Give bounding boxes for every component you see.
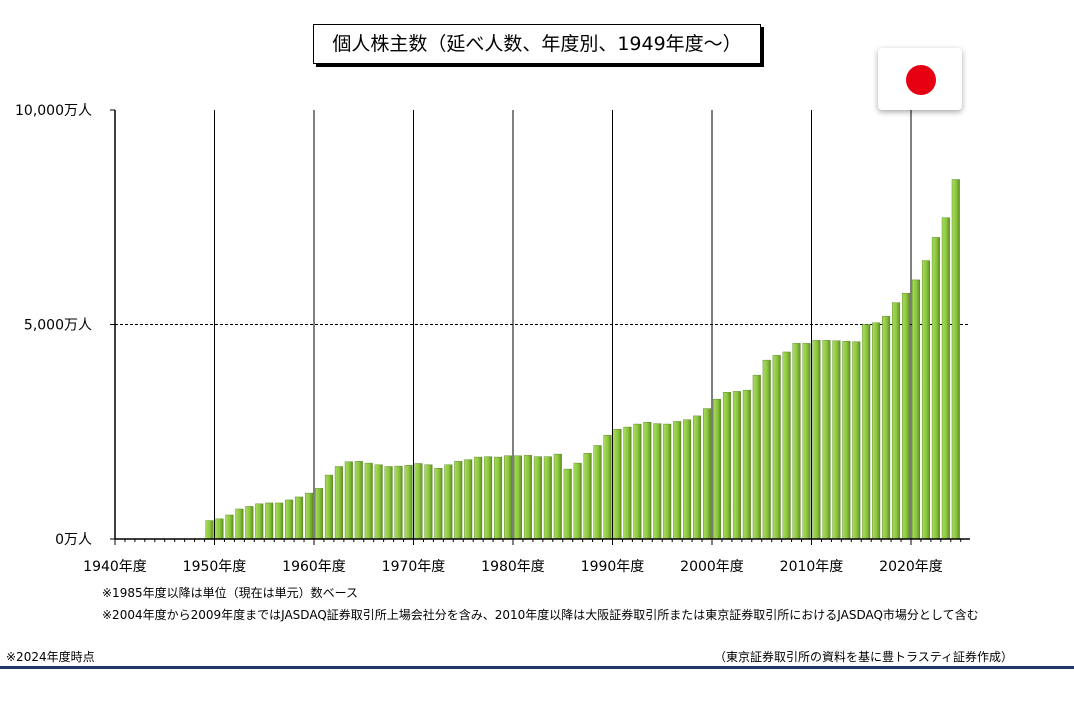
bar-2016: [872, 322, 881, 540]
bar-1997: [683, 419, 692, 540]
bar-1986: [573, 462, 582, 540]
bar-1987: [583, 453, 592, 540]
bar-2005: [762, 359, 771, 540]
bar-1955: [265, 502, 274, 540]
x-tick-label: 1950年度: [183, 559, 247, 575]
bar-1950: [215, 518, 224, 540]
bar-1998: [693, 415, 702, 540]
bar-2004: [752, 374, 761, 540]
x-tick-label: 1940年度: [83, 559, 147, 575]
chart-title: 個人株主数（延べ人数、年度別、1949年度～）: [313, 24, 761, 64]
note-jasdaq: ※2004年度から2009年度まではJASDAQ証券取引所上場会社分を含み、20…: [102, 608, 979, 622]
bar-2017: [882, 316, 891, 540]
as-of-note: ※2024年度時点: [6, 650, 95, 664]
bar-1993: [643, 422, 652, 540]
bar-2009: [802, 343, 811, 540]
bar-2014: [852, 341, 861, 540]
bar-1952: [235, 508, 244, 540]
x-tick-label: 1990年度: [581, 559, 645, 575]
bar-1989: [603, 434, 612, 540]
x-tick-label: 2010年度: [780, 559, 844, 575]
x-tick-label: 1970年度: [382, 559, 446, 575]
bar-2012: [832, 340, 841, 540]
bar-1996: [673, 421, 682, 540]
bar-1999: [703, 408, 712, 540]
bar-2006: [772, 355, 781, 540]
bar-1992: [633, 423, 642, 540]
bar-2010: [812, 340, 821, 540]
bar-1991: [623, 426, 632, 540]
bar-2020: [911, 279, 920, 540]
bar-1995: [663, 423, 672, 540]
bar-1970: [414, 463, 423, 540]
bar-1981: [523, 455, 532, 540]
bar-1975: [464, 459, 473, 540]
bar-1957: [285, 499, 294, 540]
x-tick-label: 1980年度: [481, 559, 545, 575]
bar-1959: [305, 492, 314, 540]
bottom-rule: [0, 666, 1074, 669]
bar-1976: [474, 456, 483, 540]
bar-2023: [941, 217, 950, 540]
bar-2003: [742, 389, 751, 540]
bar-1960: [314, 488, 323, 540]
bar-2011: [822, 340, 831, 540]
y-tick-label: 5,000万人: [24, 318, 92, 334]
bar-1990: [613, 428, 622, 540]
bar-1979: [504, 455, 513, 540]
bar-2015: [862, 324, 871, 540]
bar-1980: [513, 455, 522, 540]
bar-1964: [354, 461, 363, 540]
x-tick-label: 2020年度: [879, 559, 943, 575]
bar-1983: [543, 456, 552, 540]
bar-1961: [324, 474, 333, 540]
bar-1977: [484, 456, 493, 540]
bar-2007: [782, 351, 791, 540]
x-tick-label: 1960年度: [282, 559, 346, 575]
bar-1954: [255, 503, 264, 540]
bar-1969: [404, 465, 413, 540]
red-sun-disc: [906, 65, 936, 95]
x-tick-label: 2000年度: [680, 559, 744, 575]
bar-2019: [902, 292, 911, 540]
bar-1956: [275, 502, 284, 540]
source-note: （東京証券取引所の資料を基に豊トラスティ証券作成）: [714, 650, 1014, 664]
bar-1988: [593, 445, 602, 540]
bar-2001: [722, 392, 731, 540]
bar-1965: [364, 462, 373, 540]
bar-2024: [951, 179, 960, 540]
y-tick-label: 0万人: [55, 532, 92, 548]
bar-2022: [931, 237, 940, 540]
bar-2008: [792, 343, 801, 540]
bar-2000: [712, 398, 721, 540]
bar-1994: [653, 423, 662, 540]
bar-1972: [434, 468, 443, 540]
bar-1949: [205, 520, 214, 540]
bar-1963: [344, 461, 353, 540]
bar-2002: [732, 391, 741, 540]
bar-1958: [295, 496, 304, 540]
bar-2021: [921, 260, 930, 540]
bar-1973: [444, 464, 453, 540]
bar-1984: [553, 453, 562, 540]
bar-1962: [334, 466, 343, 540]
bar-1974: [454, 461, 463, 540]
bar-1982: [533, 456, 542, 540]
japan-flag-icon: [878, 48, 962, 110]
bar-1978: [494, 456, 503, 540]
bar-1971: [424, 464, 433, 540]
bar-1953: [245, 506, 254, 540]
bar-2013: [842, 341, 851, 540]
bar-1951: [225, 514, 234, 540]
bar-1968: [394, 465, 403, 540]
bar-1985: [563, 468, 572, 540]
bar-1966: [374, 464, 383, 540]
bar-1967: [384, 466, 393, 540]
y-tick-label: 10,000万人: [15, 103, 92, 119]
bar-2018: [892, 302, 901, 540]
note-unit-basis: ※1985年度以降は単位（現在は単元）数ベース: [102, 586, 358, 600]
